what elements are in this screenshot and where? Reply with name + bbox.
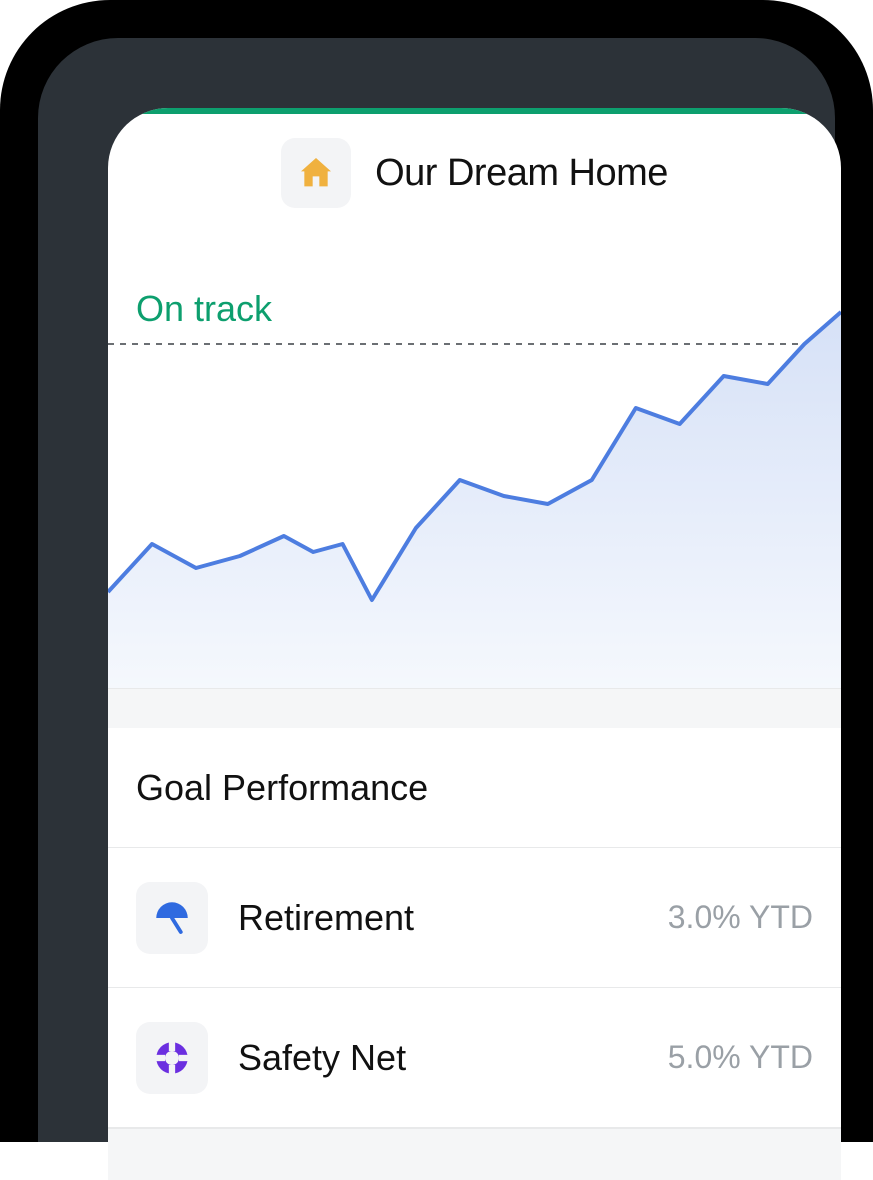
goal-icon-tile — [281, 138, 351, 208]
goal-name: Safety Net — [238, 1037, 668, 1079]
goal-name: Retirement — [238, 897, 668, 939]
progress-chart[interactable] — [108, 288, 841, 708]
top-accent-strip — [108, 108, 841, 114]
device-frame-outer: Our Dream Home On track — [0, 0, 873, 1142]
goal-icon-tile — [136, 882, 208, 954]
chart-svg — [108, 288, 841, 688]
goal-header: Our Dream Home — [108, 138, 841, 208]
device-frame-inner: Our Dream Home On track — [38, 38, 835, 1142]
goal-row-retirement[interactable]: Retirement 3.0% YTD — [108, 848, 841, 988]
goal-value: 3.0% YTD — [668, 899, 813, 936]
section-header: Goal Performance — [108, 728, 841, 848]
goal-value: 5.0% YTD — [668, 1039, 813, 1076]
app-screen: Our Dream Home On track — [108, 108, 841, 1180]
home-icon — [296, 153, 336, 193]
chart-area-fill — [108, 312, 841, 688]
goal-icon-tile — [136, 1022, 208, 1094]
umbrella-icon — [151, 897, 193, 939]
bottom-gap — [108, 1128, 841, 1180]
section-title: Goal Performance — [136, 767, 428, 809]
lifebuoy-icon — [151, 1037, 193, 1079]
goal-row-safety-net[interactable]: Safety Net 5.0% YTD — [108, 988, 841, 1128]
section-gap — [108, 688, 841, 728]
goal-title: Our Dream Home — [375, 152, 668, 195]
